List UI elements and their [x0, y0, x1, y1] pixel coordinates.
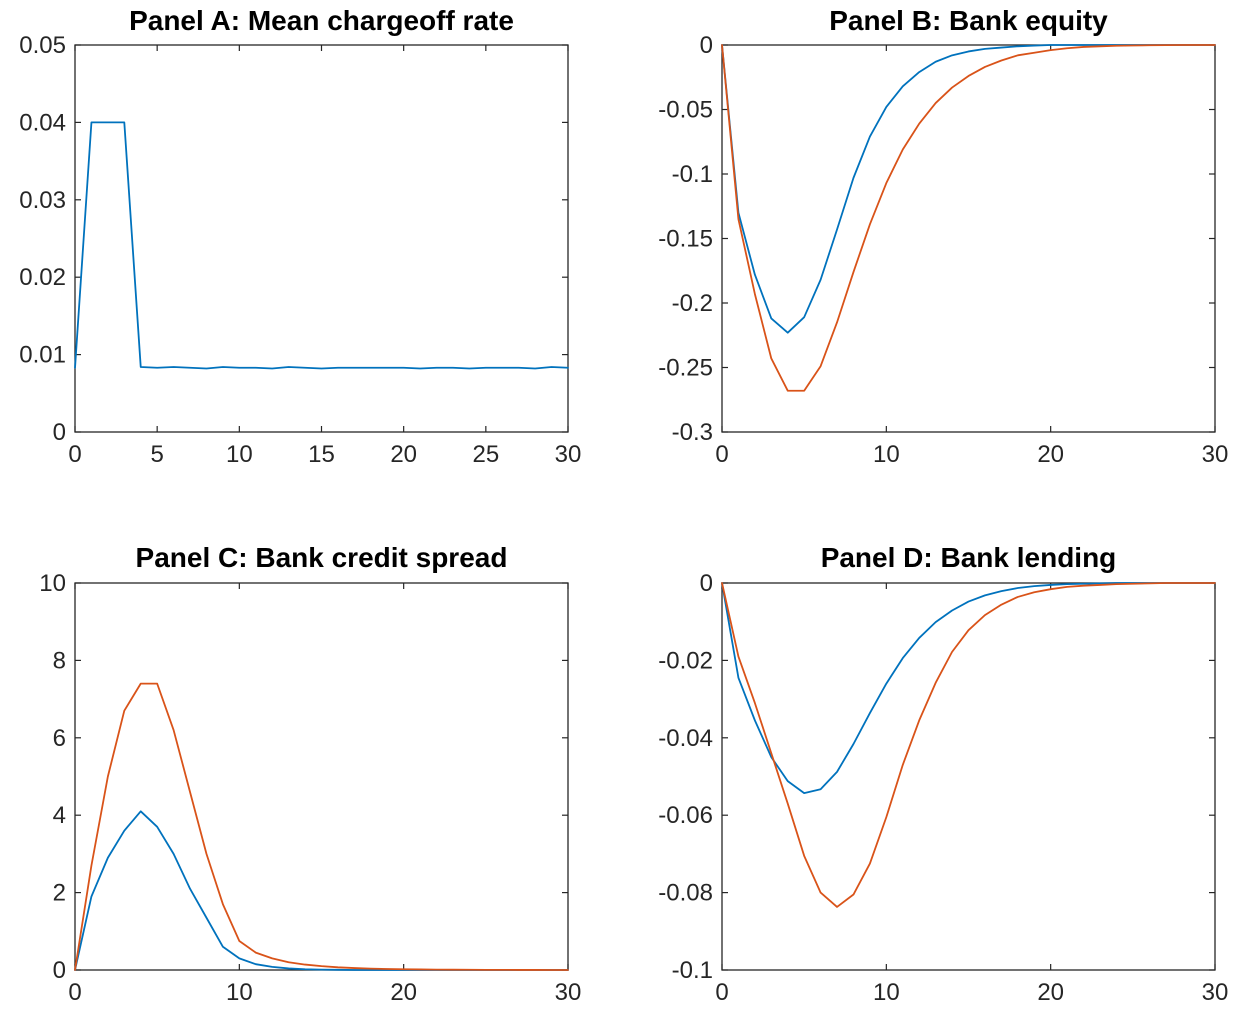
- panel-d: Panel D: Bank lending 0 10 20 30 -0.1 -0.08 -0…: [658, 542, 1228, 1006]
- panel-c-ytick-label: 0: [53, 957, 66, 984]
- panel-c: Panel C: Bank credit spread 0 10 20 30 0 2 4 6 8…: [39, 542, 581, 1006]
- panel-c-ytick-label: 4: [53, 802, 66, 829]
- panel-d-xtick-label: 0: [715, 979, 728, 1006]
- panel-a-xtick-label: 30: [555, 441, 582, 468]
- panel-b-xtick-label: 0: [715, 441, 728, 468]
- panel-d-series: [721, 582, 1216, 908]
- panel-a-ticks: 0 5 10 15 20 25 30 0 0.01 0.02 0.03 0.04 0.05: [19, 32, 581, 468]
- panel-b-xtick-label: 30: [1202, 441, 1229, 468]
- panel-d-xtick-label: 30: [1202, 979, 1229, 1006]
- panel-a-series: [74, 121, 569, 370]
- panel-a-ytick-label: 0.04: [19, 109, 66, 136]
- panel-a-ytick-label: 0.02: [19, 264, 66, 291]
- panel-d-ytick-label: -0.08: [658, 880, 713, 907]
- panel-a: Panel A: Mean chargeoff rate 0 5 10 15 20 25 3…: [19, 5, 581, 468]
- panel-a-xtick-label: 15: [308, 441, 335, 468]
- panel-c-xtick-label: 10: [226, 979, 253, 1006]
- panel-a-series-line-1: [74, 121, 569, 370]
- panel-a-ytick-label: 0: [53, 419, 66, 446]
- panel-c-ytick-label: 6: [53, 725, 66, 752]
- panel-a-title: Panel A: Mean chargeoff rate: [129, 5, 514, 36]
- panel-c-ytick-label: 2: [53, 880, 66, 907]
- panel-b-ytick-label: 0: [700, 32, 713, 59]
- panel-b-ticks: 0 10 20 30 -0.3 -0.25 -0.2 -0.15 -0.1 -0.05 0: [658, 32, 1228, 468]
- panel-d-ytick-label: -0.02: [658, 647, 713, 674]
- panel-c-series-line-2: [74, 682, 569, 971]
- panel-c-xtick-label: 30: [555, 979, 582, 1006]
- panel-d-ytick-label: -0.1: [672, 957, 713, 984]
- panel-b-ytick-label: -0.25: [658, 355, 713, 382]
- panel-c-xtick-label: 20: [390, 979, 417, 1006]
- panel-a-xtick-label: 0: [68, 441, 81, 468]
- panel-c-series: [74, 682, 569, 971]
- panel-a-ytick-label: 0.03: [19, 187, 66, 214]
- panel-a-ytick-label: 0.01: [19, 342, 66, 369]
- panel-d-title: Panel D: Bank lending: [821, 542, 1117, 573]
- panel-a-xtick-label: 20: [390, 441, 417, 468]
- panel-d-ytick-label: -0.06: [658, 802, 713, 829]
- panel-d-xtick-label: 10: [873, 979, 900, 1006]
- panel-d-series-line-2: [721, 582, 1216, 908]
- panel-c-ytick-label: 10: [39, 570, 66, 597]
- panel-b-ytick-label: -0.1: [672, 161, 713, 188]
- panel-d-ytick-label: -0.04: [658, 725, 713, 752]
- panel-b-ytick-label: -0.3: [672, 419, 713, 446]
- panel-a-xtick-label: 5: [150, 441, 163, 468]
- panel-b-series-line-2: [721, 44, 1216, 392]
- panel-b-xtick-label: 20: [1037, 441, 1064, 468]
- panel-d-axes-box: [721, 582, 1216, 971]
- panel-d-ytick-label: 0: [700, 570, 713, 597]
- panel-c-ticks: 0 10 20 30 0 2 4 6 8 10: [39, 570, 581, 1006]
- panel-b-xtick-label: 10: [873, 441, 900, 468]
- panel-b: Panel B: Bank equity 0 10 20 30 -0.3 -0.25 -0.…: [658, 5, 1228, 468]
- panel-b-ytick-label: -0.15: [658, 226, 713, 253]
- panel-c-xtick-label: 0: [68, 979, 81, 1006]
- panel-b-ytick-label: -0.2: [672, 290, 713, 317]
- panel-b-ytick-label: -0.05: [658, 97, 713, 124]
- panel-c-ytick-label: 8: [53, 647, 66, 674]
- panel-a-xtick-label: 10: [226, 441, 253, 468]
- panel-d-xtick-label: 20: [1037, 979, 1064, 1006]
- panel-a-xtick-label: 25: [472, 441, 499, 468]
- panel-c-title: Panel C: Bank credit spread: [136, 542, 508, 573]
- panel-a-ytick-label: 0.05: [19, 32, 66, 59]
- panel-b-title: Panel B: Bank equity: [829, 5, 1108, 36]
- panel-b-series: [721, 44, 1216, 392]
- panel-d-ticks: 0 10 20 30 -0.1 -0.08 -0.06 -0.04 -0.02 0: [658, 570, 1228, 1006]
